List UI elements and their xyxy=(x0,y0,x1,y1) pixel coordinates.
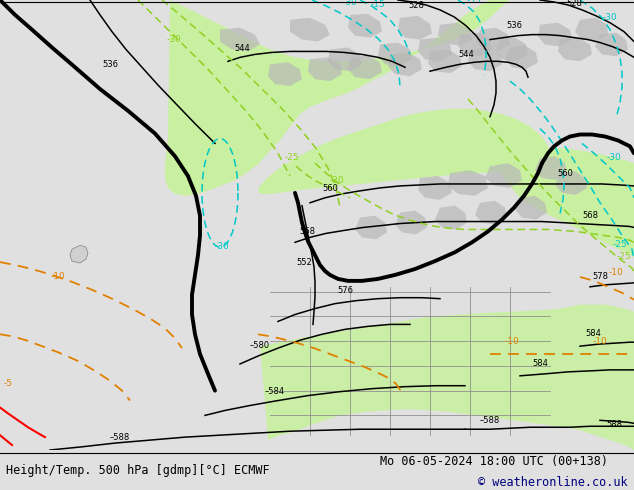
Polygon shape xyxy=(388,52,422,76)
Text: -30: -30 xyxy=(215,242,230,251)
Text: 560: 560 xyxy=(322,184,338,193)
Text: -10: -10 xyxy=(505,337,519,346)
Text: 528: 528 xyxy=(566,0,582,8)
Polygon shape xyxy=(538,23,572,47)
Polygon shape xyxy=(395,211,427,234)
Text: -15: -15 xyxy=(371,0,385,9)
Text: 568: 568 xyxy=(582,211,598,220)
Polygon shape xyxy=(555,171,587,195)
Text: –588: –588 xyxy=(110,433,130,442)
Text: 536: 536 xyxy=(506,21,522,30)
Polygon shape xyxy=(490,148,634,257)
Polygon shape xyxy=(458,33,492,56)
Text: -25: -25 xyxy=(617,252,631,261)
Text: 584: 584 xyxy=(585,329,601,338)
Polygon shape xyxy=(535,156,567,180)
Text: -30: -30 xyxy=(342,0,358,7)
Text: -5: -5 xyxy=(4,379,13,388)
Polygon shape xyxy=(70,245,88,263)
Text: -10: -10 xyxy=(609,268,623,277)
Polygon shape xyxy=(418,176,452,200)
Text: -30: -30 xyxy=(607,153,621,162)
Text: 584: 584 xyxy=(532,359,548,368)
Polygon shape xyxy=(355,216,387,239)
Text: –588: –588 xyxy=(480,416,500,425)
Polygon shape xyxy=(258,109,550,194)
Polygon shape xyxy=(595,33,628,56)
Polygon shape xyxy=(220,28,260,51)
Polygon shape xyxy=(505,46,538,69)
Polygon shape xyxy=(428,49,462,73)
Text: Mo 06-05-2024 18:00 UTC (00+138): Mo 06-05-2024 18:00 UTC (00+138) xyxy=(380,455,609,467)
Text: -30: -30 xyxy=(167,34,181,44)
Text: 536: 536 xyxy=(102,60,118,69)
Text: -20: -20 xyxy=(330,176,344,185)
Polygon shape xyxy=(515,196,547,220)
Polygon shape xyxy=(348,14,382,38)
Polygon shape xyxy=(260,305,634,450)
Polygon shape xyxy=(435,206,467,229)
Text: © weatheronline.co.uk: © weatheronline.co.uk xyxy=(478,475,628,489)
Polygon shape xyxy=(558,38,592,61)
Text: 576: 576 xyxy=(337,286,353,295)
Polygon shape xyxy=(165,0,525,196)
Text: 552: 552 xyxy=(296,258,312,267)
Polygon shape xyxy=(468,48,502,71)
Polygon shape xyxy=(348,55,382,79)
Polygon shape xyxy=(448,170,488,196)
Polygon shape xyxy=(290,18,330,42)
Text: -25: -25 xyxy=(285,153,299,162)
Polygon shape xyxy=(475,201,507,224)
Polygon shape xyxy=(268,62,302,86)
Polygon shape xyxy=(485,163,522,188)
Polygon shape xyxy=(495,38,528,61)
Text: 568: 568 xyxy=(299,227,315,236)
Text: -25: -25 xyxy=(612,240,627,249)
Text: –584: –584 xyxy=(265,387,285,395)
Polygon shape xyxy=(308,57,342,81)
Text: 544: 544 xyxy=(234,45,250,53)
Text: Height/Temp. 500 hPa [gdmp][°C] ECMWF: Height/Temp. 500 hPa [gdmp][°C] ECMWF xyxy=(6,465,270,477)
Text: 560: 560 xyxy=(557,169,573,178)
Text: -35: -35 xyxy=(467,0,481,5)
Text: 578: 578 xyxy=(592,272,608,281)
Text: 544: 544 xyxy=(458,50,474,59)
Polygon shape xyxy=(575,18,608,42)
Polygon shape xyxy=(418,38,452,61)
Text: -10: -10 xyxy=(593,337,607,346)
Text: -10: -10 xyxy=(51,272,65,281)
Polygon shape xyxy=(378,43,412,66)
Text: 588: 588 xyxy=(606,420,622,429)
Polygon shape xyxy=(438,23,472,46)
Text: 528: 528 xyxy=(408,1,424,10)
Polygon shape xyxy=(476,28,510,51)
Polygon shape xyxy=(398,16,432,40)
Text: -30: -30 xyxy=(603,13,618,22)
Polygon shape xyxy=(328,48,362,71)
Text: –580: –580 xyxy=(250,341,270,350)
